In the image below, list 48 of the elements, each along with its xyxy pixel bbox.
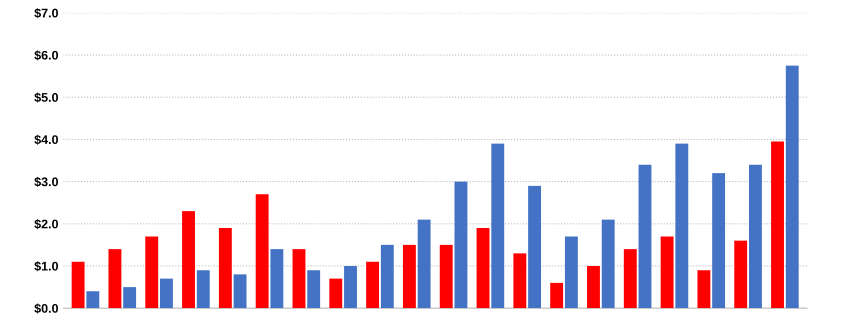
bar bbox=[660, 236, 674, 308]
bar bbox=[712, 173, 726, 308]
y-tick-label: $0.0 bbox=[34, 303, 58, 314]
bar bbox=[602, 220, 615, 308]
bar bbox=[160, 278, 173, 308]
bar bbox=[256, 194, 269, 308]
bar bbox=[476, 228, 490, 308]
bar bbox=[624, 249, 637, 308]
bar bbox=[418, 220, 431, 308]
bar bbox=[234, 274, 247, 308]
bar bbox=[513, 253, 526, 308]
y-tick-label: $7.0 bbox=[34, 8, 58, 18]
bar bbox=[734, 240, 748, 308]
bar bbox=[564, 236, 578, 308]
bar bbox=[638, 164, 652, 308]
bar bbox=[218, 228, 232, 308]
bar bbox=[550, 282, 564, 308]
bar bbox=[72, 262, 85, 308]
bar bbox=[86, 291, 100, 308]
bar bbox=[697, 270, 710, 308]
y-tick-label: $1.0 bbox=[34, 261, 58, 272]
bar bbox=[675, 144, 688, 308]
bar bbox=[366, 262, 380, 308]
bar bbox=[196, 270, 210, 308]
bar bbox=[145, 236, 158, 308]
bar bbox=[528, 186, 542, 308]
y-tick-label: $5.0 bbox=[34, 92, 58, 103]
bar bbox=[123, 287, 136, 308]
bar bbox=[108, 249, 122, 308]
bar bbox=[587, 266, 600, 308]
y-tick-label: $2.0 bbox=[34, 219, 58, 230]
bar bbox=[402, 244, 416, 308]
bar bbox=[270, 249, 284, 308]
y-tick-label: $6.0 bbox=[34, 50, 58, 60]
bar bbox=[329, 278, 342, 308]
bar bbox=[491, 144, 504, 308]
bar bbox=[292, 249, 306, 308]
bar bbox=[380, 244, 394, 308]
bar bbox=[771, 142, 784, 308]
y-tick-label: $3.0 bbox=[34, 176, 58, 188]
bar bbox=[748, 164, 762, 308]
bar bbox=[307, 270, 320, 308]
bar bbox=[786, 66, 799, 308]
bar bbox=[440, 244, 453, 308]
bar bbox=[344, 266, 357, 308]
bar bbox=[182, 211, 195, 308]
bar bbox=[454, 182, 468, 308]
y-tick-label: $4.0 bbox=[34, 134, 58, 145]
